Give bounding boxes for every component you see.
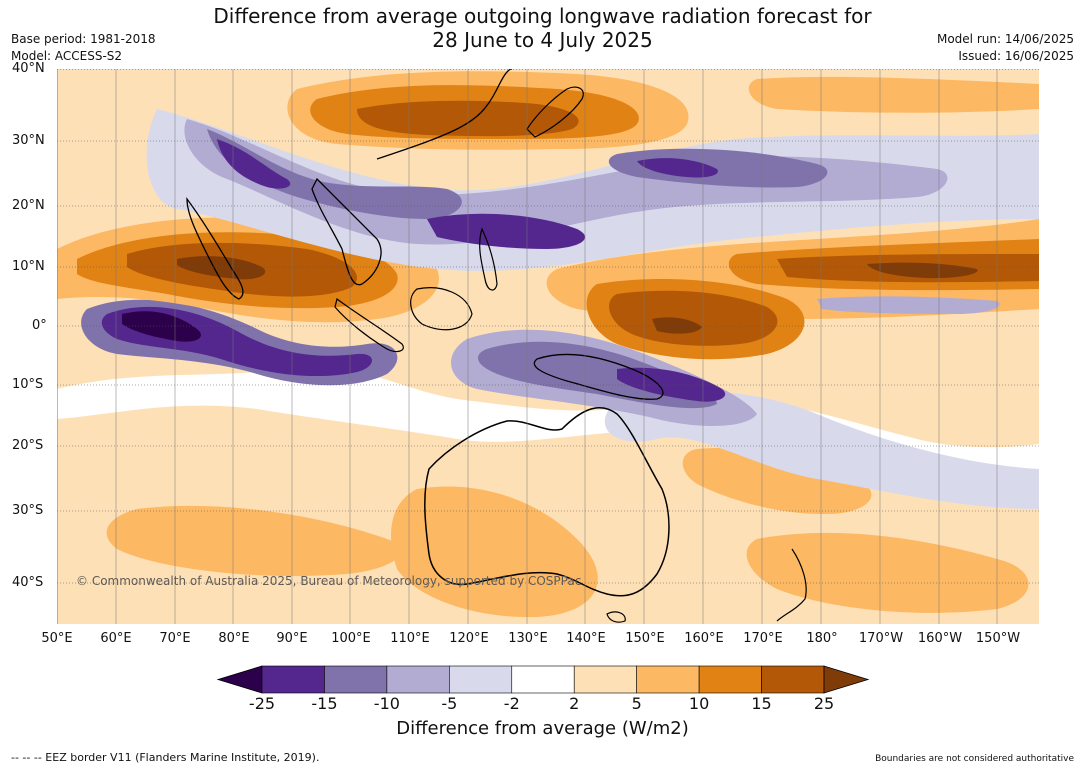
map-title: Difference from average outgoing longwav… bbox=[0, 4, 1085, 52]
lon-label-140e: 140°E bbox=[566, 631, 606, 646]
lat-label-20s: 20°S bbox=[12, 438, 44, 453]
title-line-1: Difference from average outgoing longwav… bbox=[213, 4, 872, 28]
lat-label-30s: 30°S bbox=[12, 503, 44, 518]
lon-label-150w: 150°W bbox=[975, 631, 1021, 646]
colorbar-segments bbox=[216, 665, 870, 694]
indian-negative-core bbox=[122, 311, 201, 342]
new-zealand-coastline bbox=[776, 548, 807, 622]
india-coastline bbox=[186, 197, 244, 300]
colorbar-segment bbox=[761, 665, 825, 694]
colorbar-segment bbox=[511, 665, 575, 694]
colorbar-tick-label: 5 bbox=[631, 694, 642, 713]
coral-sea-orange bbox=[682, 448, 872, 515]
lon-label-110e: 110°E bbox=[390, 631, 430, 646]
south-asia-negative bbox=[207, 129, 462, 219]
longitude-gridlines bbox=[57, 69, 998, 624]
colorbar-tick-label: 15 bbox=[751, 694, 772, 713]
australia-coastline bbox=[424, 407, 670, 597]
colorbar-segment bbox=[698, 665, 762, 694]
colorbar-tick-label: -15 bbox=[311, 694, 338, 713]
lon-label-130e: 130°E bbox=[508, 631, 548, 646]
colorbar-segment bbox=[324, 665, 388, 694]
north-pacific-orange bbox=[748, 76, 1039, 113]
lon-label-90e: 90°E bbox=[276, 631, 308, 646]
philippines-coastline bbox=[479, 227, 498, 291]
lon-label-160e: 160°E bbox=[684, 631, 724, 646]
colorbar-tick-label: 25 bbox=[813, 694, 835, 713]
map-svg bbox=[57, 69, 1039, 624]
issued-date: Issued: 16/06/2025 bbox=[958, 49, 1074, 63]
lat-label-30n: 30°N bbox=[12, 133, 45, 148]
tasmania-coastline bbox=[606, 611, 626, 623]
colorbar-tick-label: -5 bbox=[441, 694, 458, 713]
central-pacific-positive-core bbox=[867, 262, 978, 279]
model-name: Model: ACCESS-S2 bbox=[11, 49, 123, 63]
boundaries-footnote: Boundaries are not considered authoritat… bbox=[875, 754, 1074, 764]
lon-label-170w: 170°W bbox=[858, 631, 904, 646]
meta-right: Model run: 14/06/2025 Issued: 16/06/2025 bbox=[937, 31, 1074, 65]
lat-label-10s: 10°S bbox=[12, 377, 44, 392]
india-positive-core bbox=[177, 256, 266, 280]
base-period: Base period: 1981-2018 bbox=[11, 32, 156, 46]
lon-label-80e: 80°E bbox=[218, 631, 250, 646]
wpac-equatorial-core bbox=[652, 317, 702, 334]
colorbar-arrow-low bbox=[216, 665, 263, 694]
japan-coastline bbox=[526, 86, 584, 138]
colorbar-tick-label: -10 bbox=[373, 694, 400, 713]
lon-label-150e: 150°E bbox=[625, 631, 665, 646]
australia-south-orange bbox=[391, 486, 598, 618]
colorbar-arrow-high bbox=[823, 665, 870, 694]
lon-label-50e: 50°E bbox=[41, 631, 73, 646]
colorbar-segment bbox=[386, 665, 450, 694]
lon-label-120e: 120°E bbox=[449, 631, 489, 646]
colorbar-segment bbox=[261, 665, 325, 694]
lon-label-160w: 160°W bbox=[917, 631, 963, 646]
lon-label-170e: 170°E bbox=[743, 631, 783, 646]
lon-label-70e: 70°E bbox=[159, 631, 191, 646]
lon-label-100e: 100°E bbox=[331, 631, 371, 646]
colorbar-tick-label: -2 bbox=[503, 694, 520, 713]
sumatra-coastline bbox=[334, 297, 404, 353]
indochina-coastline bbox=[311, 177, 382, 286]
copyright-notice: © Commonwealth of Australia 2025, Bureau… bbox=[76, 574, 582, 588]
lon-label-180: 180° bbox=[806, 631, 838, 646]
colorbar-tick-label: -25 bbox=[248, 694, 276, 713]
nw-pacific-negative-core bbox=[637, 158, 718, 178]
china-coastline bbox=[376, 69, 513, 160]
eez-footnote: -- -- -- EEZ border V11 (Flanders Marine… bbox=[11, 751, 320, 764]
philippine-sea-negative bbox=[427, 213, 586, 249]
south-pacific-orange bbox=[746, 532, 1029, 613]
title-line-2: 28 June to 4 July 2025 bbox=[432, 28, 653, 52]
lat-label-40n: 40°N bbox=[12, 61, 45, 76]
lat-label-10n: 10°N bbox=[12, 259, 45, 274]
borneo-coastline bbox=[410, 287, 473, 331]
colorbar-title: Difference from average (W/m2) bbox=[396, 718, 689, 739]
colorbar-tick-label: 2 bbox=[569, 694, 580, 713]
neutral-band-south bbox=[57, 366, 1039, 499]
new-guinea-coastline bbox=[533, 353, 664, 400]
lat-label-40s: 40°S bbox=[12, 575, 44, 590]
lat-label-20n: 20°N bbox=[12, 198, 45, 213]
south-indian-orange bbox=[106, 505, 402, 577]
wpac-equatorial-strong bbox=[609, 290, 778, 346]
colorbar-segment bbox=[636, 665, 700, 694]
colorbar-tick-label: 10 bbox=[688, 694, 710, 713]
south-asia-negative-core bbox=[217, 139, 291, 189]
anomaly-map bbox=[57, 69, 1039, 624]
lat-label-0: 0° bbox=[32, 318, 47, 333]
lon-label-60e: 60°E bbox=[100, 631, 132, 646]
central-pacific-equatorial-negative bbox=[817, 296, 1000, 314]
meta-left: Base period: 1981-2018 Model: ACCESS-S2 bbox=[11, 31, 156, 65]
colorbar-segment bbox=[573, 665, 637, 694]
colorbar-segment bbox=[449, 665, 513, 694]
model-run: Model run: 14/06/2025 bbox=[936, 32, 1074, 46]
